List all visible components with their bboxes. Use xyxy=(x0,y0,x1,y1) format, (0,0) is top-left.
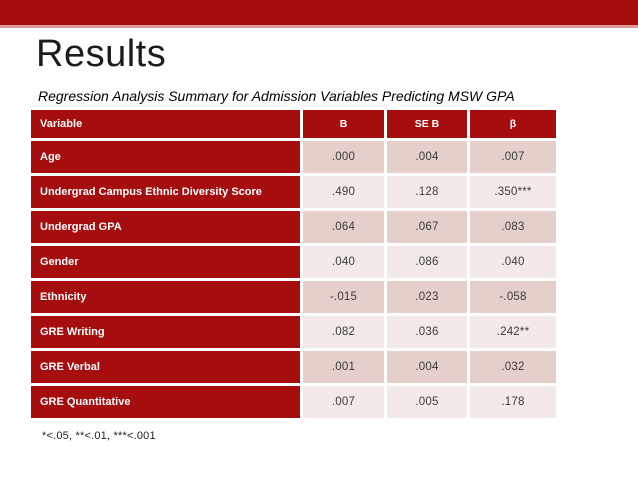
value-cell: .086 xyxy=(387,246,467,278)
value-cell: .004 xyxy=(387,351,467,383)
value-cell: .005 xyxy=(387,386,467,418)
value-cell: -.058 xyxy=(470,281,556,313)
value-cell: .083 xyxy=(470,211,556,243)
value-cell: .350*** xyxy=(470,176,556,208)
column-header-se-b: SE B xyxy=(387,110,467,138)
table-caption: Regression Analysis Summary for Admissio… xyxy=(38,88,515,104)
row-label: Gender xyxy=(31,246,300,278)
value-cell: .023 xyxy=(387,281,467,313)
row-label: GRE Quantitative xyxy=(31,386,300,418)
row-label: Undergrad Campus Ethnic Diversity Score xyxy=(31,176,300,208)
value-cell: .001 xyxy=(303,351,384,383)
value-cell: .082 xyxy=(303,316,384,348)
value-cell: .242** xyxy=(470,316,556,348)
value-cell: .036 xyxy=(387,316,467,348)
regression-table: Variable B SE B β Age .000.004.007 Undergr… xyxy=(31,110,556,418)
value-cell: .007 xyxy=(470,141,556,173)
value-cell: .004 xyxy=(387,141,467,173)
value-cell: -.015 xyxy=(303,281,384,313)
value-cell: .064 xyxy=(303,211,384,243)
value-cell: .032 xyxy=(470,351,556,383)
value-cell: .490 xyxy=(303,176,384,208)
top-accent-banner xyxy=(0,0,638,25)
row-label: GRE Writing xyxy=(31,316,300,348)
value-cell: .067 xyxy=(387,211,467,243)
significance-footnote: *<.05, **<.01, ***<.001 xyxy=(42,430,156,442)
column-header-beta: β xyxy=(470,110,556,138)
value-cell: .000 xyxy=(303,141,384,173)
column-header-variable: Variable xyxy=(31,110,300,138)
row-label: Ethnicity xyxy=(31,281,300,313)
value-cell: .040 xyxy=(470,246,556,278)
row-label: Age xyxy=(31,141,300,173)
value-cell: .178 xyxy=(470,386,556,418)
row-label: GRE Verbal xyxy=(31,351,300,383)
slide-title: Results xyxy=(36,33,167,75)
value-cell: .040 xyxy=(303,246,384,278)
value-cell: .007 xyxy=(303,386,384,418)
value-cell: .128 xyxy=(387,176,467,208)
column-header-b: B xyxy=(303,110,384,138)
banner-underline xyxy=(0,25,638,28)
row-label: Undergrad GPA xyxy=(31,211,300,243)
